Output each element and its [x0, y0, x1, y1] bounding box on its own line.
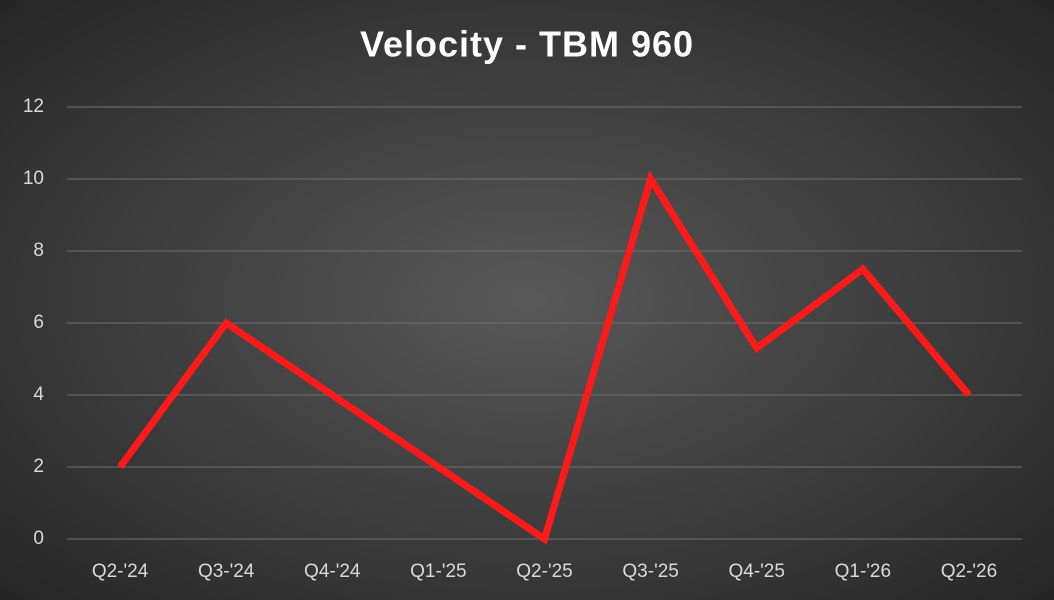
x-tick-label: Q1-'25	[410, 561, 466, 582]
y-tick-label: 0	[33, 528, 44, 549]
chart-title: Velocity - TBM 960	[360, 24, 694, 65]
y-tick-label: 8	[33, 240, 44, 261]
y-tick-label: 12	[23, 96, 44, 117]
x-tick-label: Q4-'25	[729, 561, 785, 582]
x-tick-label: Q2-'26	[941, 561, 997, 582]
y-tick-label: 10	[23, 168, 44, 189]
x-tick-label: Q2-'25	[516, 561, 572, 582]
y-tick-label: 2	[33, 456, 44, 477]
y-tick-label: 6	[33, 312, 44, 333]
y-tick-label: 4	[33, 384, 44, 405]
x-tick-label: Q3-'25	[622, 561, 678, 582]
x-tick-label: Q4-'24	[304, 561, 361, 582]
x-tick-label: Q2-'24	[92, 561, 149, 582]
x-tick-label: Q3-'24	[198, 561, 255, 582]
data-line	[117, 170, 972, 545]
x-tick-label: Q1-'26	[835, 561, 891, 582]
